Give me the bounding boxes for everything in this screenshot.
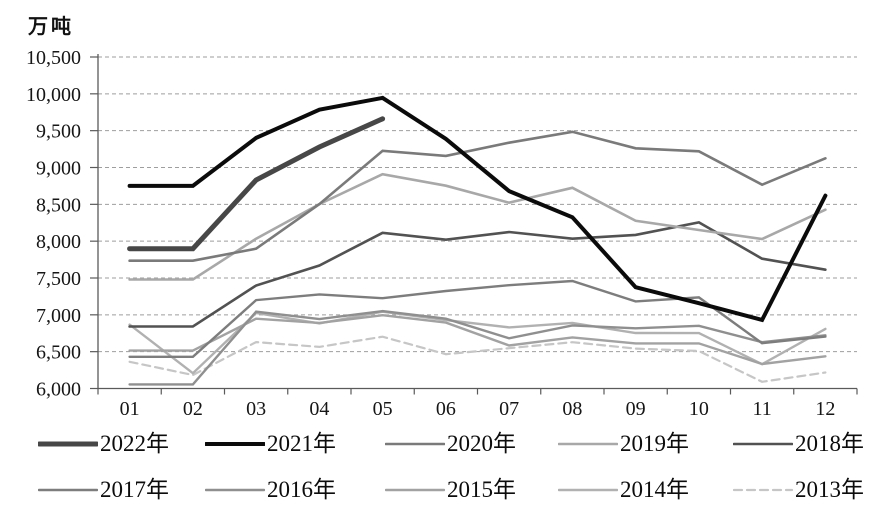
y-axis-tick-label: 9,500 [36,121,81,143]
legend-item-2022: 2022年 [38,431,169,457]
x-axis-tick-label: 10 [689,398,709,420]
legend-line-swatch [385,488,445,492]
legend-item-2021: 2021年 [205,431,336,457]
y-axis-tick-label: 8,000 [36,231,81,253]
y-axis-tick-label: 6,500 [36,342,81,364]
series-line-2017 [128,279,827,358]
y-axis-tick-label: 7,500 [36,268,81,290]
legend-line-swatch [38,441,98,447]
y-axis-tick-label: 8,500 [36,194,81,216]
legend-item-2020: 2020年 [385,431,516,457]
legend-item-2013: 2013年 [733,477,864,503]
legend-line-swatch [733,488,793,492]
legend-line-swatch [38,488,98,492]
x-axis-tick-label: 06 [436,398,456,420]
legend-label: 2021年 [267,431,336,456]
legend-line-swatch [385,442,445,446]
legend-label: 2016年 [267,477,336,502]
line-chart-plot-area: 10,500 10,000 9,500 9,000 8,500 8,000 7,500 7,0… [26,47,858,420]
y-axis-tick-label: 10,500 [26,47,81,69]
legend-label: 2014年 [620,477,689,502]
legend-line-swatch [205,442,265,446]
legend-item-2019: 2019年 [558,431,689,457]
legend-item-2015: 2015年 [385,477,516,503]
x-axis-tick-label: 04 [309,398,329,420]
x-axis-tick-label: 08 [562,398,582,420]
series-line-2021 [127,95,828,323]
x-axis-tick-label: 05 [373,398,393,420]
legend-line-swatch [558,488,618,492]
series-line-2020 [128,130,827,263]
series-line-2018 [128,221,827,328]
x-axis-tick-label: 02 [183,398,203,420]
x-axis-tick-label: 09 [626,398,646,420]
legend-item-2017: 2017年 [38,477,169,503]
x-axis-tick-label: 07 [499,398,519,420]
legend-line-swatch [558,442,618,446]
legend-label: 2013年 [795,477,864,502]
series-line-2019 [128,172,827,281]
legend-item-2018: 2018年 [733,431,864,457]
x-axis-tick-label: 03 [246,398,266,420]
y-axis-unit-label: 万吨 [28,16,74,38]
series-line-2015 [128,313,827,366]
x-axis-tick-label: 11 [752,398,771,420]
y-axis-tick-label: 9,000 [36,158,81,180]
legend-label: 2017年 [100,477,169,502]
legend-label: 2018年 [795,431,864,456]
series-line-2013 [128,335,827,383]
legend-label: 2015年 [447,477,516,502]
x-axis-tick-label: 12 [815,398,835,420]
series-line-2016 [128,309,827,386]
legend-line-swatch [733,442,793,446]
legend-item-2014: 2014年 [558,477,689,503]
legend-label: 2020年 [447,431,516,456]
legend-line-swatch [205,488,265,492]
y-axis-tick-label: 10,000 [26,84,81,106]
legend-label: 2022年 [100,431,169,456]
y-axis-tick-label: 7,000 [36,305,81,327]
series-line-2022 [127,116,386,252]
legend-item-2016: 2016年 [205,477,336,503]
y-axis-tick-label: 6,000 [36,379,81,401]
x-axis-tick-label: 01 [120,398,140,420]
legend-label: 2019年 [620,431,689,456]
